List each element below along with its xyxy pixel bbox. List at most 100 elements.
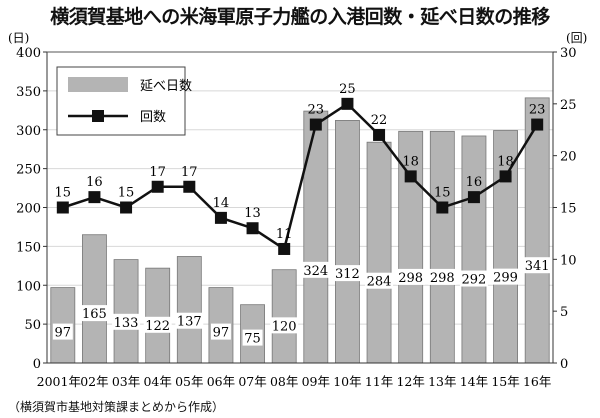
bar (303, 110, 329, 364)
left-tick-label: 50 (24, 318, 41, 333)
bar-value-label: 284 (367, 275, 392, 290)
line-marker (436, 201, 449, 214)
left-axis-unit: (日) (8, 31, 29, 45)
bar-value-label: 341 (525, 259, 550, 274)
bar-label-bg (175, 312, 204, 329)
line-value-label: 16 (466, 175, 483, 190)
x-tick-label: 02年 (80, 374, 108, 389)
line-marker (214, 211, 227, 224)
left-tick-label: 350 (16, 85, 41, 100)
x-tick-label: 08年 (270, 374, 298, 389)
bar-value-label: 292 (462, 273, 487, 288)
bar (82, 234, 107, 364)
bar (524, 97, 550, 364)
bar-label-bg (459, 270, 488, 287)
line-value-label: 18 (497, 154, 514, 169)
line-marker (278, 242, 291, 255)
bar-label-bg (301, 261, 330, 278)
bar (335, 120, 360, 364)
line-value-label: 11 (276, 227, 293, 242)
bar-label-bg (333, 265, 362, 282)
x-tick-label: 15年 (491, 374, 519, 389)
bar-value-label: 120 (272, 319, 297, 334)
bar-label-bg (80, 305, 109, 322)
x-tick-label: 09年 (302, 374, 330, 389)
line-marker (56, 201, 69, 214)
left-tick-label: 300 (16, 124, 41, 139)
line-value-label: 15 (118, 186, 135, 201)
bar-value-label: 137 (177, 315, 202, 330)
x-tick-label: 03年 (112, 374, 140, 389)
bar (271, 269, 297, 364)
line-marker (88, 191, 101, 204)
line-value-label: 16 (86, 175, 103, 190)
bar (366, 141, 392, 364)
x-tick-label: 06年 (207, 374, 235, 389)
line-value-label: 18 (402, 154, 419, 169)
source-note: （横須賀市基地対策課まとめから作成） (8, 400, 225, 414)
right-tick-label: 30 (560, 46, 577, 61)
bar-value-label: 97 (213, 326, 230, 341)
line-marker (531, 118, 544, 131)
right-axis-unit: (回) (566, 31, 587, 45)
line-value-label: 15 (434, 186, 451, 201)
line-marker (341, 97, 354, 110)
x-tick-label: 10年 (333, 374, 361, 389)
line-value-label: 22 (371, 113, 388, 128)
line-marker (120, 201, 133, 214)
legend-line-marker (92, 110, 104, 122)
left-tick-label: 100 (16, 279, 41, 294)
right-tick-label: 5 (560, 305, 568, 320)
right-tick-label: 10 (560, 253, 577, 268)
bar-value-label: 122 (145, 319, 170, 334)
line-marker (404, 170, 417, 183)
bar-value-label: 312 (335, 267, 360, 282)
bar (176, 256, 202, 364)
x-tick-label: 12年 (396, 374, 424, 389)
bar-label-bg (143, 316, 172, 333)
line-value-label: 23 (529, 103, 546, 118)
left-tick-label: 250 (16, 163, 41, 178)
right-tick-label: 20 (560, 150, 577, 165)
right-tick-label: 15 (560, 202, 577, 217)
line-value-label: 17 (181, 165, 198, 180)
bar-label-bg (242, 329, 263, 346)
bar (113, 259, 139, 364)
x-tick-label: 11年 (365, 374, 393, 389)
bar-value-label: 97 (55, 326, 72, 341)
bar-label-bg (523, 257, 552, 274)
bar (461, 135, 487, 364)
line-value-label: 13 (244, 206, 261, 221)
bar-value-label: 75 (244, 332, 261, 347)
legend-line-label: 回数 (140, 110, 166, 125)
line-series (62, 102, 539, 251)
bar-label-bg (270, 317, 299, 334)
x-tick-label: 16年 (523, 374, 551, 389)
bar-value-label: 324 (303, 264, 328, 279)
x-tick-label: 05年 (175, 374, 203, 389)
x-tick-label: 14年 (460, 374, 488, 389)
right-tick-label: 0 (560, 357, 568, 372)
line-marker (309, 118, 322, 131)
bar-value-label: 299 (493, 271, 518, 286)
bar-value-label: 298 (430, 271, 455, 286)
line-value-label: 17 (149, 165, 166, 180)
left-tick-label: 400 (16, 46, 41, 61)
bar-value-label: 133 (114, 316, 139, 331)
bar (145, 267, 171, 364)
bar-label-bg (491, 268, 520, 285)
left-tick-label: 0 (33, 357, 41, 372)
line-marker (373, 128, 386, 141)
x-tick-label: 07年 (238, 374, 266, 389)
bar (493, 130, 518, 364)
bar-value-label: 165 (82, 307, 107, 322)
bar-label-bg (365, 272, 394, 289)
line-marker (499, 170, 512, 183)
line-value-label: 15 (55, 186, 72, 201)
left-tick-label: 150 (16, 240, 41, 255)
line-value-label: 14 (213, 196, 230, 211)
line-marker (467, 191, 480, 204)
x-tick-label: 04年 (143, 374, 171, 389)
